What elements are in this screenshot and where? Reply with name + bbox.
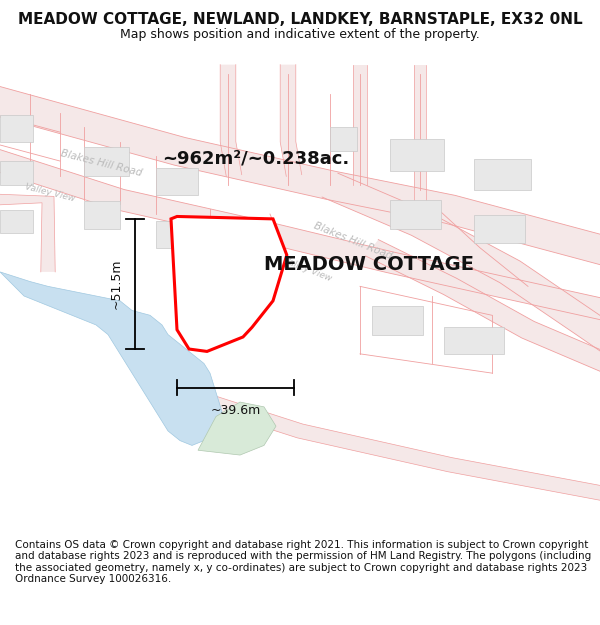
Text: Blakes Hill Road: Blakes Hill Road [312, 220, 393, 261]
Polygon shape [171, 216, 287, 351]
Text: Map shows position and indicative extent of the property.: Map shows position and indicative extent… [120, 28, 480, 41]
Text: ~39.6m: ~39.6m [211, 404, 260, 418]
Bar [156, 168, 198, 195]
Bar [0, 210, 33, 233]
Bar [390, 199, 441, 229]
Bar [0, 115, 33, 142]
Bar [372, 306, 423, 334]
Polygon shape [176, 386, 600, 506]
Polygon shape [0, 194, 55, 272]
Bar [474, 215, 525, 243]
Polygon shape [322, 173, 600, 364]
Bar [84, 201, 120, 229]
Polygon shape [220, 64, 242, 176]
Polygon shape [0, 80, 600, 271]
Polygon shape [353, 64, 367, 185]
Text: MEADOW COTTAGE, NEWLAND, LANDKEY, BARNSTAPLE, EX32 0NL: MEADOW COTTAGE, NEWLAND, LANDKEY, BARNST… [17, 12, 583, 27]
Text: Contains OS data © Crown copyright and database right 2021. This information is : Contains OS data © Crown copyright and d… [15, 539, 591, 584]
Bar [390, 139, 444, 171]
Polygon shape [366, 239, 600, 382]
Bar [156, 221, 192, 248]
Bar [0, 161, 33, 185]
Polygon shape [280, 64, 302, 176]
Polygon shape [414, 64, 426, 199]
Polygon shape [0, 272, 222, 446]
Text: Valley View: Valley View [24, 182, 76, 203]
Polygon shape [198, 402, 276, 455]
Polygon shape [0, 141, 600, 326]
Text: ~962m²/~0.238ac.: ~962m²/~0.238ac. [162, 149, 349, 168]
Text: ~51.5m: ~51.5m [110, 259, 123, 309]
Text: Valley View: Valley View [282, 256, 333, 283]
Bar [84, 147, 129, 176]
Text: MEADOW COTTAGE: MEADOW COTTAGE [264, 255, 474, 274]
Bar [474, 159, 531, 190]
Bar [444, 328, 504, 354]
Bar [330, 127, 357, 151]
Text: Blakes Hill Road: Blakes Hill Road [60, 149, 143, 178]
